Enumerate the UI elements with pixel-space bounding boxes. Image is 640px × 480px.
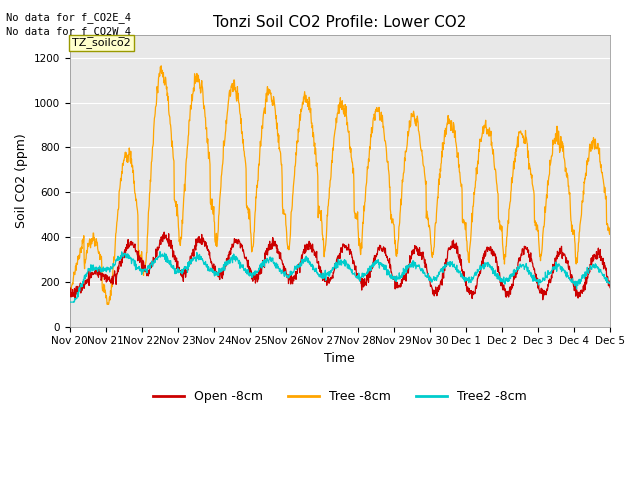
X-axis label: Time: Time	[324, 352, 355, 365]
Open -8cm	[543, 289, 550, 295]
Open -8cm	[495, 264, 502, 270]
Tree2 -8cm	[495, 276, 502, 281]
Tree -8cm	[173, 202, 181, 207]
Line: Tree -8cm: Tree -8cm	[70, 66, 610, 304]
Tree -8cm	[495, 217, 502, 223]
Tree2 -8cm	[247, 270, 255, 276]
Text: TZ_soilco2: TZ_soilco2	[72, 37, 131, 48]
Tree2 -8cm	[156, 249, 164, 254]
Tree -8cm	[103, 301, 111, 307]
Tree -8cm	[66, 290, 74, 296]
Open -8cm	[424, 275, 431, 280]
Tree -8cm	[606, 226, 614, 231]
Text: No data for f_CO2W_4: No data for f_CO2W_4	[6, 26, 131, 37]
Open -8cm	[247, 266, 255, 272]
Tree2 -8cm	[424, 274, 431, 280]
Tree -8cm	[424, 216, 432, 221]
Tree2 -8cm	[66, 299, 74, 305]
Text: No data for f_CO2E_4: No data for f_CO2E_4	[6, 12, 131, 23]
Tree2 -8cm	[186, 259, 194, 264]
Legend: Open -8cm, Tree -8cm, Tree2 -8cm: Open -8cm, Tree -8cm, Tree2 -8cm	[148, 385, 532, 408]
Line: Open -8cm: Open -8cm	[70, 232, 610, 300]
Open -8cm	[173, 266, 180, 272]
Open -8cm	[161, 229, 168, 235]
Tree -8cm	[247, 231, 255, 237]
Tree2 -8cm	[542, 274, 550, 279]
Title: Tonzi Soil CO2 Profile: Lower CO2: Tonzi Soil CO2 Profile: Lower CO2	[213, 15, 467, 30]
Open -8cm	[539, 297, 547, 302]
Tree -8cm	[187, 103, 195, 108]
Tree -8cm	[543, 192, 550, 198]
Open -8cm	[606, 285, 614, 290]
Tree2 -8cm	[173, 268, 180, 274]
Y-axis label: Soil CO2 (ppm): Soil CO2 (ppm)	[15, 133, 28, 228]
Open -8cm	[186, 255, 194, 261]
Open -8cm	[66, 288, 74, 294]
Tree -8cm	[157, 63, 165, 69]
Tree2 -8cm	[606, 280, 614, 286]
Line: Tree2 -8cm: Tree2 -8cm	[70, 252, 610, 302]
